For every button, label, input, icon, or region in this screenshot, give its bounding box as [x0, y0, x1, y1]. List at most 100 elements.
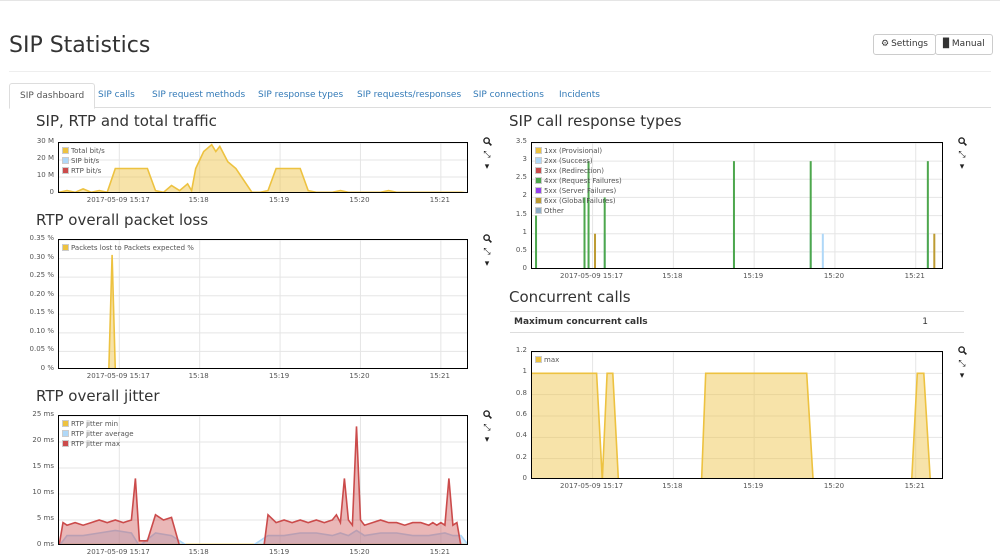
x-tick-label: 2017-05-09 15:17 — [560, 272, 624, 280]
reset-zoom-icon[interactable]: ⤡ — [483, 247, 491, 257]
y-tick-label: 0.05 % — [29, 345, 54, 354]
menu-caret-icon[interactable]: ▾ — [959, 371, 965, 381]
legend-label: 5xx (Server Failures) — [544, 187, 617, 195]
legend-item[interactable]: RTP jitter average — [62, 429, 134, 439]
legend-item[interactable]: SIP bit/s — [62, 156, 105, 166]
tab-sip-calls[interactable]: SIP calls — [98, 90, 135, 100]
y-tick-label: 20 ms — [32, 436, 54, 444]
zoom-icon[interactable] — [956, 346, 968, 358]
y-tick-label: 0.30 % — [29, 252, 54, 261]
y-tick-label: 5 ms — [36, 514, 54, 522]
area-jitter-s1 — [60, 530, 467, 544]
legend-item[interactable]: RTP jitter max — [62, 439, 134, 449]
legend-item[interactable]: 3xx (Redirection) — [535, 166, 622, 176]
y-tick-label: 0.10 % — [29, 326, 54, 335]
bar-responsetypes-s5-0 — [594, 233, 597, 268]
plot-svg-responsetypes — [532, 143, 942, 268]
tab-sip-dashboard[interactable]: SIP dashboard — [9, 83, 96, 109]
concurrent-calls-label: Maximum concurrent calls — [514, 317, 648, 327]
x-tick-label: 15:19 — [268, 196, 290, 204]
legend-swatch — [62, 244, 69, 251]
legend-item[interactable]: 1xx (Provisional) — [535, 146, 622, 156]
menu-caret-icon[interactable]: ▾ — [484, 162, 490, 172]
legend-swatch — [535, 197, 542, 204]
menu-caret-icon[interactable]: ▾ — [959, 162, 965, 172]
line-concurrent-s0 — [532, 372, 931, 478]
x-tick-label: 15:20 — [349, 372, 370, 380]
legend-label: 3xx (Redirection) — [544, 167, 604, 175]
y-tick-label: 1 — [522, 227, 527, 236]
legend-item[interactable]: 5xx (Server Failures) — [535, 186, 622, 196]
settings-button[interactable]: ⚙ Settings — [873, 34, 936, 55]
reset-zoom-icon[interactable]: ⤡ — [483, 150, 491, 160]
tab-sip-response-types[interactable]: SIP response types — [258, 90, 344, 100]
bar-responsetypes-s1-6 — [821, 233, 824, 268]
legend-label: RTP jitter max — [71, 440, 121, 448]
plot-area-jitter[interactable]: RTP jitter min RTP jitter average RTP jitt… — [58, 415, 468, 545]
legend-item[interactable]: 6xx (Global Failures) — [535, 196, 622, 206]
bar-responsetypes-s3-2 — [587, 161, 590, 268]
x-tick-label: 15:21 — [429, 372, 450, 380]
legend-item[interactable]: RTP jitter min — [62, 419, 134, 429]
y-tick-label: 15 ms — [32, 462, 54, 470]
zoom-icon[interactable] — [956, 137, 968, 149]
legend-swatch — [535, 177, 542, 184]
y-tick-label: 0.15 % — [29, 308, 54, 317]
line-traffic-s0 — [59, 143, 467, 192]
legend-item[interactable]: Packets lost to Packets expected % — [62, 243, 194, 253]
y-tick-label: 20 M — [36, 154, 54, 162]
legend-item[interactable]: 4xx (Request Failures) — [535, 176, 622, 186]
zoom-icon[interactable] — [481, 234, 493, 246]
y-tick-label: 1.2 — [515, 346, 527, 354]
bar-responsetypes-s3-1 — [583, 197, 586, 268]
y-tick-label: 1.5 — [515, 209, 527, 218]
y-tick-label: 0.4 — [515, 431, 527, 440]
x-tick-label: 15:21 — [429, 548, 450, 556]
bar-responsetypes-s3-4 — [732, 161, 735, 268]
plot-area-concurrent[interactable]: max — [531, 351, 943, 479]
legend-label: Total bit/s — [71, 147, 105, 155]
book-icon: ▉ — [943, 39, 950, 49]
legend-swatch — [535, 207, 542, 214]
tab-sip-request-methods[interactable]: SIP request methods — [152, 90, 246, 100]
zoom-icon[interactable] — [481, 137, 493, 149]
menu-caret-icon[interactable]: ▾ — [484, 435, 490, 445]
x-tick-label: 15:18 — [662, 272, 683, 280]
menu-caret-icon[interactable]: ▾ — [484, 259, 490, 269]
legend-label: 2xx (Success) — [544, 157, 593, 165]
manual-button[interactable]: ▉ Manual — [935, 34, 993, 55]
plot-area-responsetypes[interactable]: 1xx (Provisional) 2xx (Success) 3xx (Redir… — [531, 142, 943, 269]
x-tick-label: 15:21 — [904, 272, 925, 280]
tab-sip-connections[interactable]: SIP connections — [473, 90, 544, 100]
x-tick-label: 15:20 — [349, 548, 370, 556]
plot-svg-concurrent — [532, 352, 942, 478]
legend-item[interactable]: Total bit/s — [62, 146, 105, 156]
page-title: SIP Statistics — [9, 33, 151, 58]
reset-zoom-icon[interactable]: ⤡ — [483, 423, 491, 433]
x-tick-label: 15:19 — [743, 272, 764, 280]
legend-label: Other — [544, 207, 564, 215]
chart-tools-concurrent: ⤡ ▾ — [956, 346, 968, 382]
legend-item[interactable]: Other — [535, 206, 622, 216]
legend-swatch — [62, 430, 69, 437]
reset-zoom-icon[interactable]: ⤡ — [958, 359, 966, 369]
reset-zoom-icon[interactable]: ⤡ — [958, 150, 966, 160]
y-tick-label: 0.25 % — [29, 271, 54, 280]
legend-swatch — [535, 187, 542, 194]
plot-area-traffic[interactable]: Total bit/s SIP bit/s RTP bit/s — [58, 142, 468, 193]
tab-sip-requests-responses[interactable]: SIP requests/responses — [357, 90, 462, 100]
x-tick-label: 15:18 — [188, 196, 209, 204]
x-tick-label: 15:18 — [188, 548, 209, 556]
chart-title-concurrent: Concurrent calls — [509, 288, 631, 306]
chart-tools-traffic: ⤡ ▾ — [481, 137, 493, 173]
zoom-icon[interactable] — [481, 410, 493, 422]
settings-label: Settings — [891, 39, 928, 49]
legend-item[interactable]: max — [535, 355, 559, 365]
legend-item[interactable]: 2xx (Success) — [535, 156, 622, 166]
tab-incidents[interactable]: Incidents — [559, 90, 600, 100]
concurrent-calls-table: Maximum concurrent calls 1 — [510, 311, 964, 333]
line-jitter-s2 — [59, 426, 462, 544]
legend-item[interactable]: RTP bit/s — [62, 166, 105, 176]
plot-area-packetloss[interactable]: Packets lost to Packets expected % — [58, 239, 468, 369]
legend-concurrent: max — [535, 355, 559, 365]
